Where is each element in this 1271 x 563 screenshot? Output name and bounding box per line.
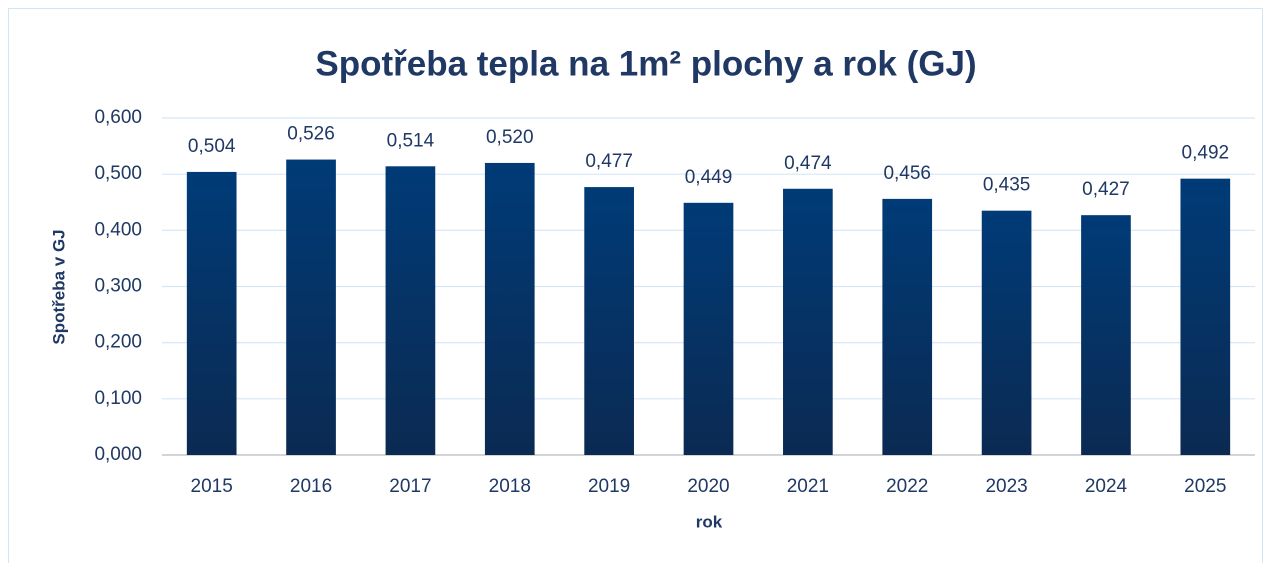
x-tick-label: 2017: [389, 476, 431, 497]
bar: [1180, 178, 1231, 455]
bar: [484, 162, 535, 455]
bar: [186, 171, 237, 456]
bar: [981, 210, 1032, 455]
chart-title: Spotřeba tepla na 1m² plochy a rok (GJ): [315, 44, 976, 83]
x-axis-label: rok: [696, 512, 723, 531]
x-tick-label: 2018: [489, 476, 531, 497]
y-tick-label: 0,500: [94, 163, 142, 184]
bar: [783, 188, 833, 455]
data-label: 0,520: [486, 127, 534, 148]
bar: [584, 187, 634, 455]
data-label: 0,514: [387, 130, 435, 151]
data-label: 0,474: [784, 153, 832, 174]
x-tick-label: 2023: [985, 476, 1027, 497]
y-tick-label: 0,400: [94, 219, 142, 240]
data-label: 0,477: [585, 151, 633, 172]
data-label: 0,456: [883, 163, 931, 184]
data-label: 0,435: [983, 175, 1031, 196]
bar: [385, 166, 436, 455]
bar: [882, 198, 933, 455]
y-tick-label: 0,100: [94, 388, 142, 409]
x-tick-label: 2021: [787, 476, 829, 497]
y-tick-label: 0,300: [94, 276, 142, 297]
x-tick-label: 2016: [290, 476, 332, 497]
x-tick-label: 2022: [886, 476, 928, 497]
y-tick-label: 0,000: [94, 444, 142, 465]
data-label: 0,427: [1082, 179, 1130, 200]
x-tick-label: 2024: [1085, 476, 1128, 497]
bar: [683, 202, 734, 455]
data-label: 0,526: [287, 124, 335, 145]
data-label: 0,492: [1182, 143, 1230, 164]
data-label: 0,449: [685, 167, 733, 188]
y-tick-label: 0,200: [94, 332, 142, 353]
chart-border: [8, 8, 1263, 563]
x-tick-label: 2019: [588, 476, 630, 497]
x-tick-label: 2025: [1184, 476, 1226, 497]
bar: [286, 159, 336, 455]
data-label: 0,504: [188, 136, 236, 157]
y-axis-label: Spotřeba v GJ: [49, 229, 68, 344]
x-tick-label: 2020: [687, 476, 729, 497]
bar: [1081, 215, 1131, 455]
x-tick-label: 2015: [191, 476, 233, 497]
y-tick-label: 0,600: [94, 107, 142, 128]
